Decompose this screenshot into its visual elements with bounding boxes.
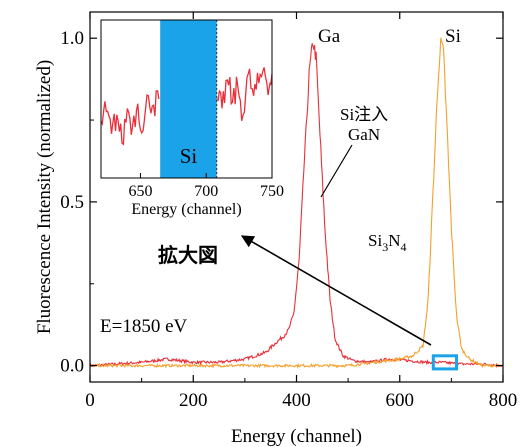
main-series-group [89, 37, 503, 371]
inset-x-tick-label: 700 [194, 183, 218, 200]
inset-x-tick-label: 750 [260, 183, 284, 200]
annotations: Ga Si Si注入 GaN Si3N4 拡大図 E=1850 eV [100, 26, 461, 337]
x-tick-label: 800 [489, 390, 518, 411]
inset-x-tick-label: 650 [128, 183, 152, 200]
si-implant-label-line2: GaN [348, 125, 380, 144]
si3n4-label-sub4: 4 [400, 240, 406, 254]
si-peak-label: Si [445, 26, 461, 47]
inset-highlight-region [160, 20, 217, 178]
inset-series-line-1 [100, 90, 160, 146]
magnified-view-label: 拡大図 [158, 243, 218, 267]
y-tick-label: 0.5 [60, 192, 84, 213]
si3n4-label-sub3: 3 [382, 240, 388, 254]
inset-frame [100, 19, 273, 179]
main-axes: 0 200 400 600 800 0.0 0.5 1.0 Energy (channel) Fl… [34, 11, 518, 447]
inset-highlight-label: Si [180, 144, 198, 168]
si-implant-label-line1: Si注入 [340, 105, 388, 124]
energy-note: E=1850 eV [100, 316, 188, 337]
si3n4-label-n: N [388, 231, 400, 250]
inset-plot: Si 650 700 750 Energy (channel) [100, 19, 284, 218]
zoom-region-box [431, 354, 459, 371]
x-axis-label: Energy (channel) [231, 426, 362, 447]
y-tick-label: 1.0 [60, 28, 84, 49]
y-tick-label: 0.0 [60, 356, 84, 377]
x-tick-label: 400 [282, 390, 311, 411]
arrows [240, 144, 432, 346]
inset-series-line-2 [216, 67, 273, 121]
gan-pointer-line [320, 144, 353, 198]
magnify-arrow [240, 235, 432, 346]
inset-x-axis-label: Energy (channel) [131, 201, 241, 218]
y-axis-label: Fluorescence Intensity (normalized) [34, 60, 55, 334]
si3n4-label-si: Si [368, 231, 382, 250]
x-tick-label: 200 [179, 390, 208, 411]
series-line-2 [89, 37, 503, 369]
x-tick-label: 600 [386, 390, 415, 411]
ga-peak-label: Ga [318, 26, 341, 47]
si3n4-label: Si3N4 [368, 231, 406, 254]
x-tick-label: 0 [85, 390, 95, 411]
